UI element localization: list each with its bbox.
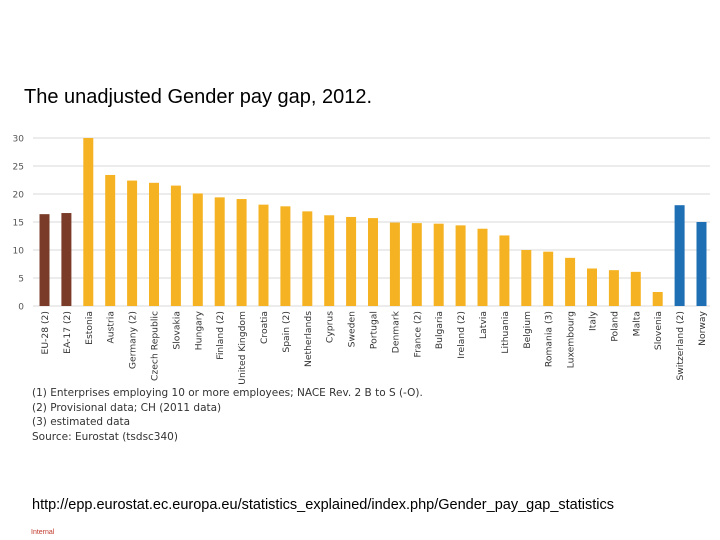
x-tick-label: Poland	[609, 311, 620, 342]
x-tick-label: Malta	[631, 311, 642, 336]
x-tick-label: Sweden	[347, 311, 358, 347]
x-tick-label: Netherlands	[303, 311, 314, 367]
x-tick-label: Italy	[588, 310, 599, 330]
classification-label: Internal	[31, 529, 55, 536]
x-tick-label: Hungary	[193, 310, 204, 350]
bar	[499, 235, 510, 306]
footnote-1: (1) Enterprises employing 10 or more emp…	[32, 387, 423, 399]
source-note: Source: Eurostat (tsdsc340)	[32, 430, 178, 443]
y-tick-label: 15	[13, 219, 24, 229]
x-tick-label: Slovakia	[171, 311, 182, 350]
x-tick-label: Cyprus	[325, 311, 336, 343]
x-tick-label: Croatia	[259, 311, 270, 344]
x-tick-label: EU-28 (2)	[40, 311, 51, 354]
slide-title: The unadjusted Gender pay gap, 2012.	[24, 86, 373, 108]
bar	[674, 205, 685, 306]
bar	[214, 197, 225, 306]
bar	[696, 222, 707, 306]
x-tick-label: Belgium	[522, 311, 533, 349]
bar	[83, 138, 94, 306]
bar	[105, 174, 116, 306]
bar	[236, 199, 247, 306]
x-tick-label: EA-17 (2)	[62, 311, 73, 354]
x-tick-label: Finland (2)	[215, 311, 226, 360]
bar	[630, 271, 641, 306]
bars	[39, 138, 707, 306]
bar	[149, 182, 159, 306]
x-tick-label: Denmark	[390, 310, 401, 353]
footnote-2: (2) Provisional data; CH (2011 data)	[32, 401, 222, 414]
bar	[608, 270, 619, 306]
y-tick-label: 25	[13, 163, 24, 173]
y-tick-label: 5	[18, 275, 24, 285]
x-tick-label: Portugal	[369, 311, 380, 349]
x-tick-label: Luxembourg	[566, 311, 577, 368]
x-axis-labels: EU-28 (2) EA-17 (2) Estonia Austria Germany …	[40, 310, 708, 384]
bar	[652, 292, 663, 306]
y-tick-label: 30	[13, 135, 25, 145]
bar	[192, 193, 203, 306]
x-tick-label: France (2)	[412, 311, 423, 357]
x-tick-label: Lithuania	[500, 311, 511, 354]
x-tick-label: Spain (2)	[281, 311, 292, 353]
x-tick-label: Norway	[697, 310, 708, 345]
footnotes: (1) Enterprises employing 10 or more emp…	[32, 386, 423, 444]
bar	[258, 204, 269, 306]
x-tick-label: Estonia	[84, 311, 95, 345]
footnote-3: (3) estimated data	[32, 416, 131, 428]
x-tick-label: Austria	[106, 311, 117, 343]
y-tick-label: 20	[13, 191, 25, 201]
bar	[127, 180, 138, 306]
bar	[433, 223, 444, 306]
y-tick-label: 0	[18, 303, 24, 313]
bar	[587, 268, 597, 306]
gender-pay-gap-chart: 0 5 10 15 20 25 30 EU-28 (2) EA-17 (2) Estonia Au…	[13, 135, 710, 385]
x-tick-label: Switzerland (2)	[675, 311, 686, 381]
bar	[368, 218, 378, 306]
x-tick-label: Germany (2)	[128, 311, 139, 369]
x-tick-label: United Kingdom	[237, 311, 248, 385]
x-tick-label: Ireland (2)	[456, 311, 467, 359]
x-tick-label: Latvia	[478, 311, 489, 339]
y-axis-ticks: 0 5 10 15 20 25 30	[13, 135, 25, 313]
bar	[565, 257, 576, 306]
bar	[61, 213, 72, 306]
bar	[170, 185, 181, 306]
bar	[543, 251, 554, 306]
bar	[455, 225, 466, 306]
x-tick-label: Czech Republic	[150, 311, 161, 381]
x-tick-label: Romania (3)	[544, 311, 555, 367]
bar	[411, 223, 422, 306]
bar	[39, 214, 50, 306]
source-url: http://epp.eurostat.ec.europa.eu/statist…	[32, 497, 614, 513]
bar	[302, 211, 313, 306]
bar	[346, 216, 357, 306]
bar	[389, 222, 400, 306]
x-tick-label: Slovenia	[653, 311, 664, 350]
bar	[280, 206, 291, 306]
x-tick-label: Bulgaria	[434, 311, 445, 349]
bar	[324, 215, 335, 306]
y-tick-label: 10	[13, 247, 25, 257]
bar	[477, 228, 488, 306]
bar	[521, 250, 532, 306]
